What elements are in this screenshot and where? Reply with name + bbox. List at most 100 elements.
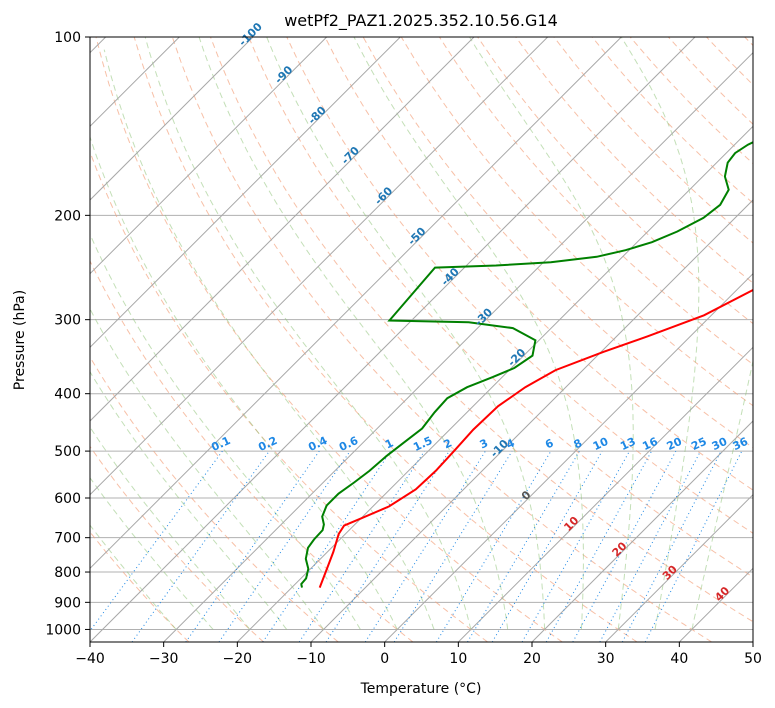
dry-adiabat-line [286,37,753,534]
x-tick-label: −40 [75,651,105,667]
profile-lines [300,141,753,588]
mixing-ratio-line [185,450,320,642]
moist-adiabat-line [691,358,753,630]
x-tick-label: −30 [149,651,179,667]
isotherm-label: -100 [236,20,265,49]
x-tick-label: 10 [449,651,467,667]
isotherm-label: -50 [405,225,428,248]
moist-adiabat-line [103,49,435,630]
isotherm-label: 30 [660,562,680,582]
isotherm-line [236,125,753,642]
dry-adiabat-line [133,37,638,642]
mixing-ratio-line [545,450,653,642]
mixing-ratio-line [131,450,270,642]
x-tick-label: 30 [597,651,615,667]
y-tick-label: 900 [54,595,81,611]
dry-adiabat-line [438,37,753,366]
y-axis-ticks: 100 200 300 400 500 600 700 800 900 1000 [45,30,90,638]
mixing-ratio-label: 20 [665,435,685,453]
moist-adiabat-line [353,37,584,630]
mixing-ratio-label: 13 [618,435,637,453]
mixing-ratio-label: 10 [591,435,611,453]
mixing-ratio-line [521,450,630,642]
mixing-ratio-line [491,450,603,642]
moist-adiabat-line [90,308,324,630]
y-tick-label: 1000 [45,622,81,638]
x-axis-ticks: −40 −30 −20 −10 0 10 20 30 40 50 [75,642,762,667]
isotherm-line [310,199,753,642]
y-tick-label: 200 [54,208,81,224]
chart-title: wetPf2_PAZ1.2025.352.10.56.G14 [284,11,558,31]
isotherm-line [531,420,753,642]
x-tick-label: 50 [744,651,762,667]
mixing-ratio-line [644,450,743,642]
mixing-ratio-line [325,450,450,642]
moist-adiabat-line [620,37,700,630]
x-tick-label: −10 [296,651,326,667]
isotherm-line [90,37,401,349]
mixing-ratio-label: 3 [478,436,490,451]
dry-adiabat-line [171,37,712,642]
isotherm-line [90,37,549,496]
mixing-ratio-label: 2 [442,436,454,451]
dry-adiabat-line [90,150,488,642]
x-tick-label: −20 [223,651,253,667]
isotherm-label: -90 [272,63,295,86]
plot-frame [89,36,754,643]
moist-adiabat-line [90,524,177,630]
x-axis-label: Temperature (°C) [360,681,482,697]
moist-adiabat-line [90,232,361,630]
dry-adiabat-line [324,37,753,491]
y-tick-label: 600 [54,491,81,507]
dry-adiabat-line [515,37,753,284]
isotherm-label: -80 [306,103,329,126]
dry-adiabat-line [248,37,753,578]
dry-adiabat-line [744,37,753,47]
isotherm-line [163,51,753,642]
isotherm-line [457,346,753,642]
y-tick-label: 100 [54,30,81,46]
mixing-ratio-label: 16 [640,435,660,453]
y-axis-label: Pressure (hPa) [12,290,28,390]
y-tick-label: 300 [54,313,81,329]
dry-adiabat-line [668,37,753,125]
dry-adiabat-line [90,259,414,642]
isotherm-label: 40 [712,584,732,604]
y-tick-label: 700 [54,531,81,547]
mixing-ratio-line [572,450,677,642]
moist-adiabat-line [266,37,546,630]
background-lines [90,37,753,642]
mixing-ratio-line [393,450,513,642]
x-tick-label: 0 [380,651,389,667]
mixing-ratio-line [262,450,392,642]
isotherm-line [90,37,622,570]
isotherm-line [384,272,753,642]
moist-adiabat-line [90,426,251,630]
mixing-ratio-label: 6 [543,436,556,451]
isotherm-line [752,641,753,642]
mixing-ratio-line [467,450,580,642]
dewpoint-profile-line [300,141,753,588]
temperature-profile-line [318,288,753,588]
isotherm-line [90,37,696,642]
dry-adiabat-line [553,37,753,244]
moist-adiabat-line [469,37,634,630]
y-tick-label: 500 [54,444,81,460]
dry-adiabat-line [90,445,264,642]
moist-adiabat-line [198,37,509,630]
moist-adiabat-line [90,135,398,630]
mixing-ratio-label: 25 [689,435,708,453]
mixing-ratio-label: 30 [710,435,730,453]
dry-adiabat-line [95,37,563,642]
isoline-labels: -100-90-80-70-60-50-40-30-20-10010203040… [209,20,750,604]
isotherm-line [678,567,753,642]
isotherm-label: -70 [339,144,362,167]
dry-adiabat-line [90,356,339,642]
isotherm-line [90,37,328,275]
dry-adiabat-line [706,37,753,86]
mixing-ratio-line [218,450,351,642]
mixing-ratio-line [364,450,486,642]
mixing-ratio-label: 36 [731,435,751,453]
isotherm-label: -60 [372,184,395,207]
